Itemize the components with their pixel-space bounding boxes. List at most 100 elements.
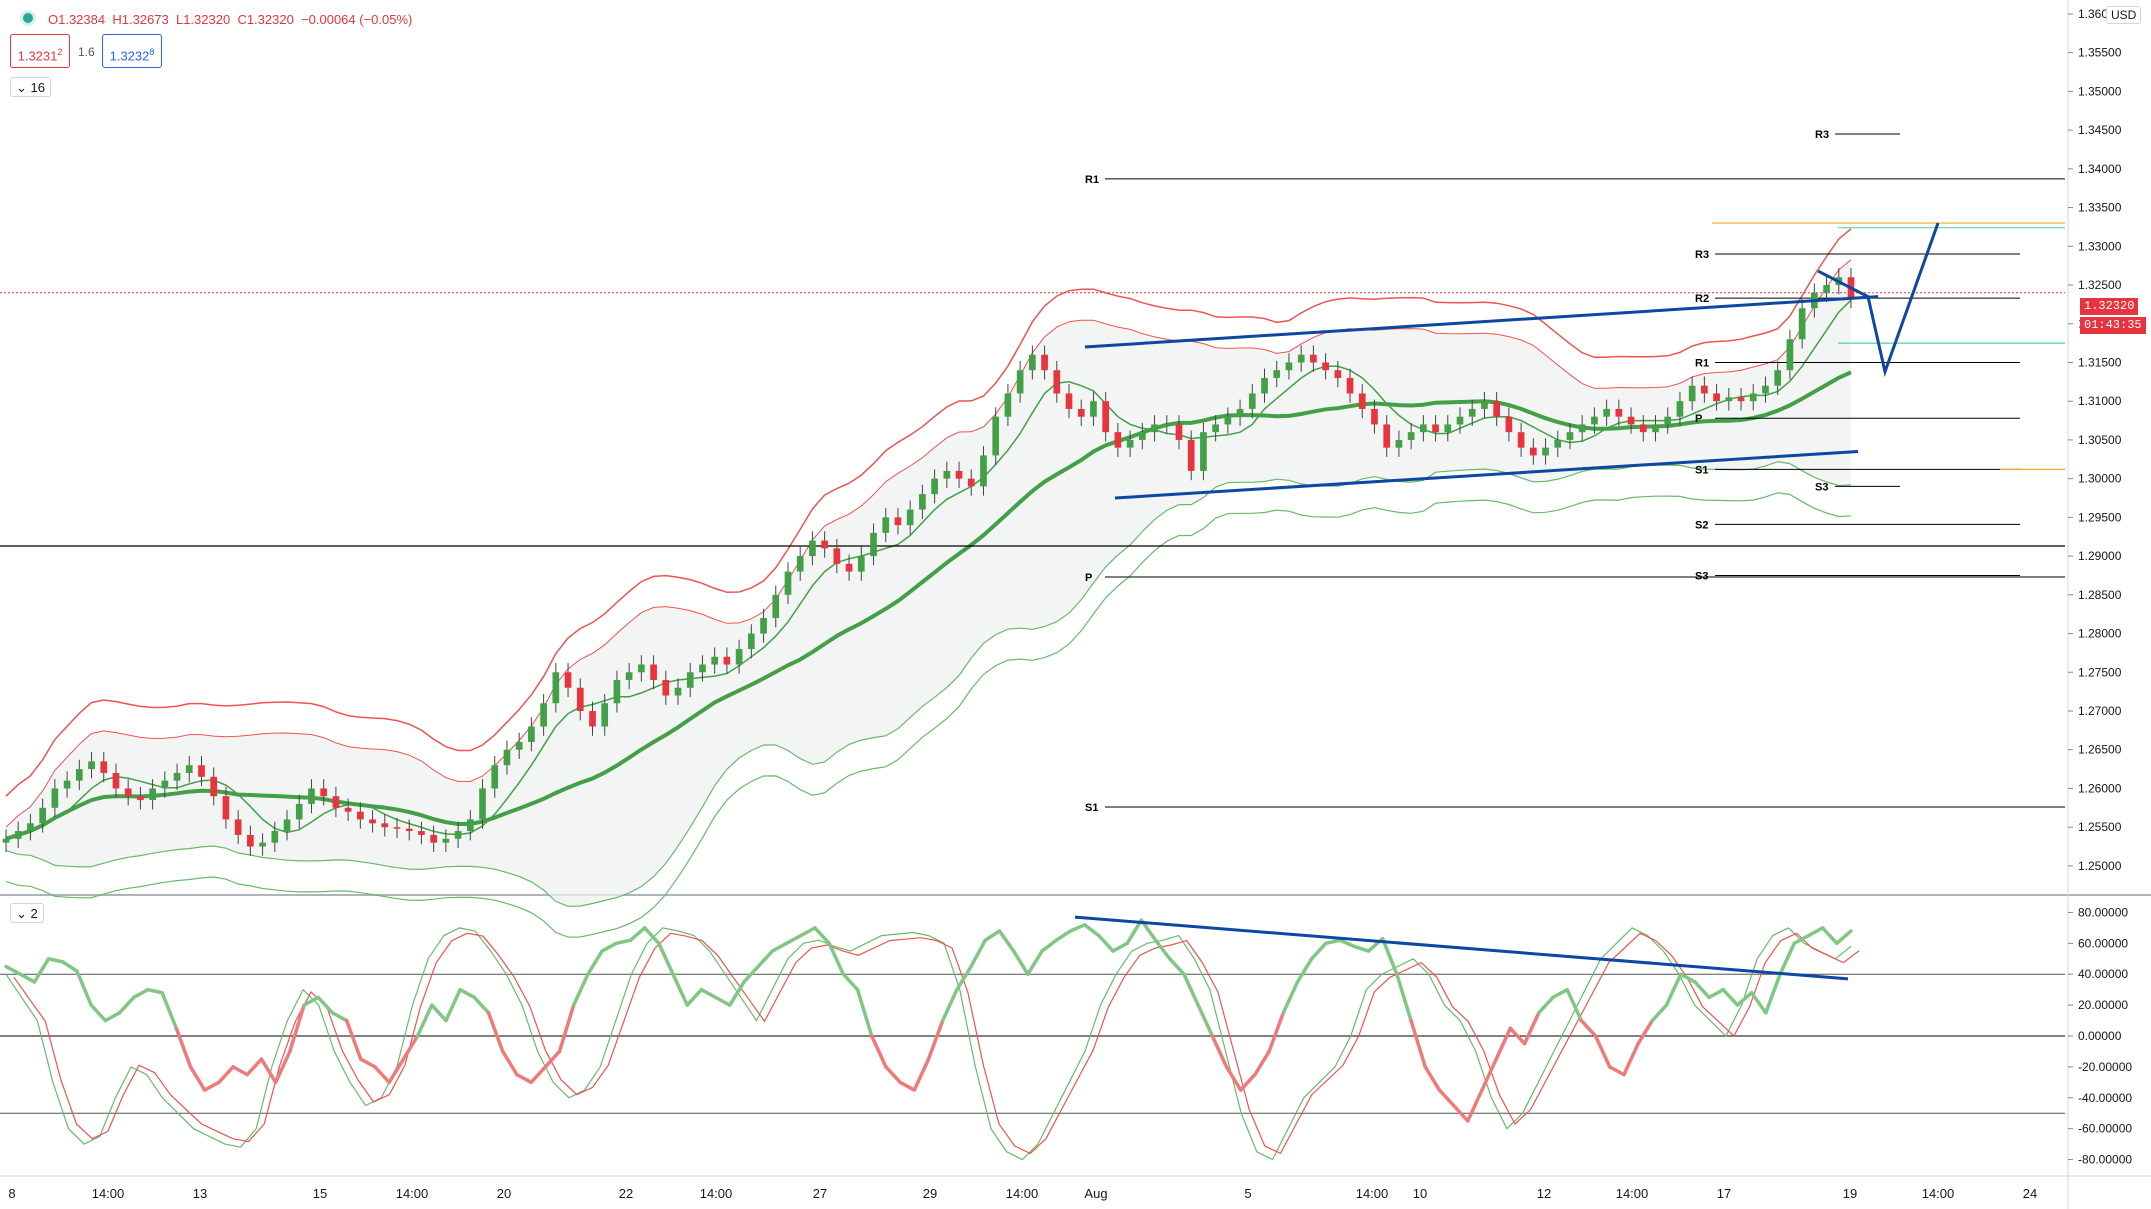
osc-main-segment: [657, 941, 675, 976]
candle-body: [430, 834, 437, 843]
osc-main-segment: [1749, 991, 1768, 1015]
low-value: L1.32320: [175, 12, 231, 27]
time-tick-label: 14:00: [700, 1186, 733, 1201]
candle-body: [576, 687, 584, 711]
price-tick-label: 1.33500: [2078, 201, 2122, 215]
price-tick-label: 1.28000: [2078, 627, 2122, 641]
osc-main-segment: [600, 941, 619, 953]
pivot-label: R1: [1695, 357, 1709, 369]
osc-main-segment: [784, 933, 803, 946]
osc-main-segment: [1168, 957, 1186, 976]
osc-main-segment: [1281, 980, 1300, 1015]
candle-body: [955, 470, 963, 479]
candle-body: [919, 494, 926, 510]
candle-body: [173, 772, 181, 781]
osc-main-segment: [259, 1057, 278, 1085]
osc-main-segment: [202, 1080, 221, 1092]
candle-body: [796, 556, 804, 572]
candle-body: [466, 819, 474, 832]
osc-main-segment: [1352, 944, 1371, 953]
candle-body: [320, 788, 328, 797]
osc-main-segment: [1182, 972, 1200, 1007]
osc-main-segment: [1224, 1065, 1243, 1092]
candle-body: [1652, 424, 1659, 433]
time-tick-label: 27: [813, 1186, 827, 1201]
candle-body: [1102, 401, 1110, 433]
candle-body: [1029, 354, 1036, 371]
time-tick-label: 5: [1244, 1186, 1251, 1201]
osc-main-segment: [940, 987, 959, 1023]
candle-body: [1016, 370, 1024, 394]
currency-label[interactable]: USD: [2106, 6, 2142, 24]
candle-body: [699, 664, 706, 673]
candle-body: [564, 672, 572, 688]
osc-main-segment: [1480, 1057, 1498, 1092]
osc-main-segment: [713, 995, 732, 1007]
pivot-label: S3: [1815, 481, 1828, 493]
countdown-tag: 01:43:35: [2080, 317, 2146, 334]
price-tick-label: 1.29000: [2078, 549, 2122, 563]
open-value: O1.32384: [48, 12, 106, 27]
osc-main-segment: [1054, 929, 1073, 942]
candle-body: [1823, 285, 1830, 293]
price-tick-label: 1.25000: [2078, 859, 2122, 873]
candle-body: [137, 796, 144, 801]
oscillator-toggle[interactable]: ⌄ 2: [10, 903, 44, 923]
time-tick-label: 15: [313, 1186, 327, 1201]
band-fill: [6, 259, 1851, 907]
osc-main-segment: [543, 1049, 562, 1069]
osc-main-segment: [273, 1049, 292, 1085]
candle-body: [369, 819, 376, 824]
candle-body: [1090, 401, 1097, 417]
candle-body: [100, 761, 108, 773]
close-value: C1.32320: [237, 12, 294, 27]
candle-body: [1187, 439, 1195, 471]
candle-body: [1407, 432, 1415, 440]
candle-body: [185, 765, 193, 773]
osc-main-segment: [969, 938, 988, 969]
price-tick-label: 1.35000: [2078, 84, 2122, 98]
candle-body: [149, 788, 156, 801]
candle-body: [1077, 408, 1085, 417]
indicators-toggle[interactable]: ⌄ 16: [10, 77, 51, 97]
candle-body: [1151, 424, 1158, 433]
osc-main-segment: [316, 995, 335, 1015]
candle-body: [1615, 408, 1623, 417]
osc-main-segment: [231, 1065, 250, 1077]
candle-body: [442, 838, 450, 843]
osc-main-segment: [174, 1026, 193, 1069]
time-tick-label: 20: [497, 1186, 511, 1201]
price-tick-label: 1.33000: [2078, 239, 2122, 253]
candle-body: [674, 687, 682, 696]
time-tick-label: 10: [1413, 1186, 1427, 1201]
osc-main-segment: [1026, 949, 1044, 976]
candle-body: [967, 478, 975, 487]
osc-main-segment: [46, 957, 65, 964]
candle-body: [1297, 354, 1305, 363]
candle-body: [857, 556, 865, 572]
osc-main-segment: [1764, 972, 1782, 1015]
bollinger-bands: [5, 228, 1852, 938]
candle-body: [1468, 408, 1476, 417]
osc-main-segment: [756, 949, 775, 969]
osc-main-segment: [75, 969, 93, 1007]
candle-body: [283, 819, 291, 832]
osc-tick-label: -80.00000: [2078, 1153, 2132, 1167]
osc-main-segment: [359, 1057, 377, 1069]
time-tick-label: 14:00: [1922, 1186, 1955, 1201]
buy-button[interactable]: 1.32328: [102, 34, 162, 68]
osc-main-segment: [302, 995, 320, 1007]
candle-body: [454, 831, 462, 839]
osc-main-segment: [245, 1057, 264, 1077]
candle-body: [234, 819, 242, 835]
price-tick-label: 1.30000: [2078, 472, 2122, 486]
osc-main-segment: [1622, 1041, 1640, 1077]
price-tick-label: 1.28500: [2078, 588, 2122, 602]
osc-main-segment: [1238, 1072, 1257, 1092]
pivot-label: R2: [1695, 293, 1709, 305]
sell-button[interactable]: 1.32312: [10, 34, 70, 68]
candle-body: [222, 796, 230, 820]
osc-main-segment: [1210, 1034, 1229, 1069]
candle-body: [1138, 432, 1146, 440]
